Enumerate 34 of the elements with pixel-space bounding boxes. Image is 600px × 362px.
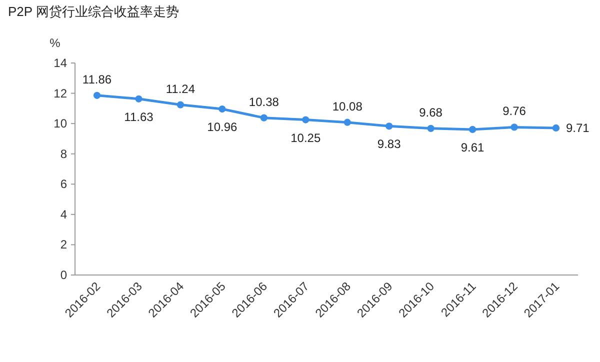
y-tick-label: 12 [54, 86, 68, 100]
point [260, 114, 268, 122]
data-label: 10.96 [207, 120, 238, 134]
data-label: 9.76 [502, 104, 526, 118]
y-tick-label: 4 [60, 207, 68, 222]
y-tick-label: 6 [60, 177, 68, 192]
point [93, 92, 101, 99]
point [552, 124, 560, 132]
point [386, 122, 393, 130]
y-axis-title: % [50, 36, 61, 50]
point [218, 105, 226, 113]
data-label: 9.71 [566, 120, 590, 135]
data-label: 9.68 [419, 105, 443, 120]
point [135, 95, 142, 102]
y-tick-label: 2 [60, 238, 68, 252]
data-label: 9.61 [460, 140, 485, 154]
chart-title: P2P 网贷行业综合收益率走势 [8, 4, 179, 19]
point [510, 124, 518, 131]
point [468, 126, 476, 134]
data-label: 10.25 [290, 130, 321, 145]
y-tick-label: 8 [60, 146, 68, 161]
data-label: 10.38 [248, 94, 280, 109]
y-tick-label: 14 [54, 56, 68, 70]
point [427, 124, 434, 132]
y-tick-label: 10 [54, 116, 68, 131]
point [176, 101, 184, 108]
data-label: 11.63 [124, 110, 154, 124]
data-label: 11.86 [82, 72, 112, 86]
data-label: 10.08 [332, 99, 363, 114]
data-label: 11.24 [166, 82, 196, 96]
data-label: 9.83 [377, 137, 402, 152]
point [302, 116, 310, 124]
y-tick-label: 0 [60, 268, 68, 282]
point [344, 118, 351, 126]
